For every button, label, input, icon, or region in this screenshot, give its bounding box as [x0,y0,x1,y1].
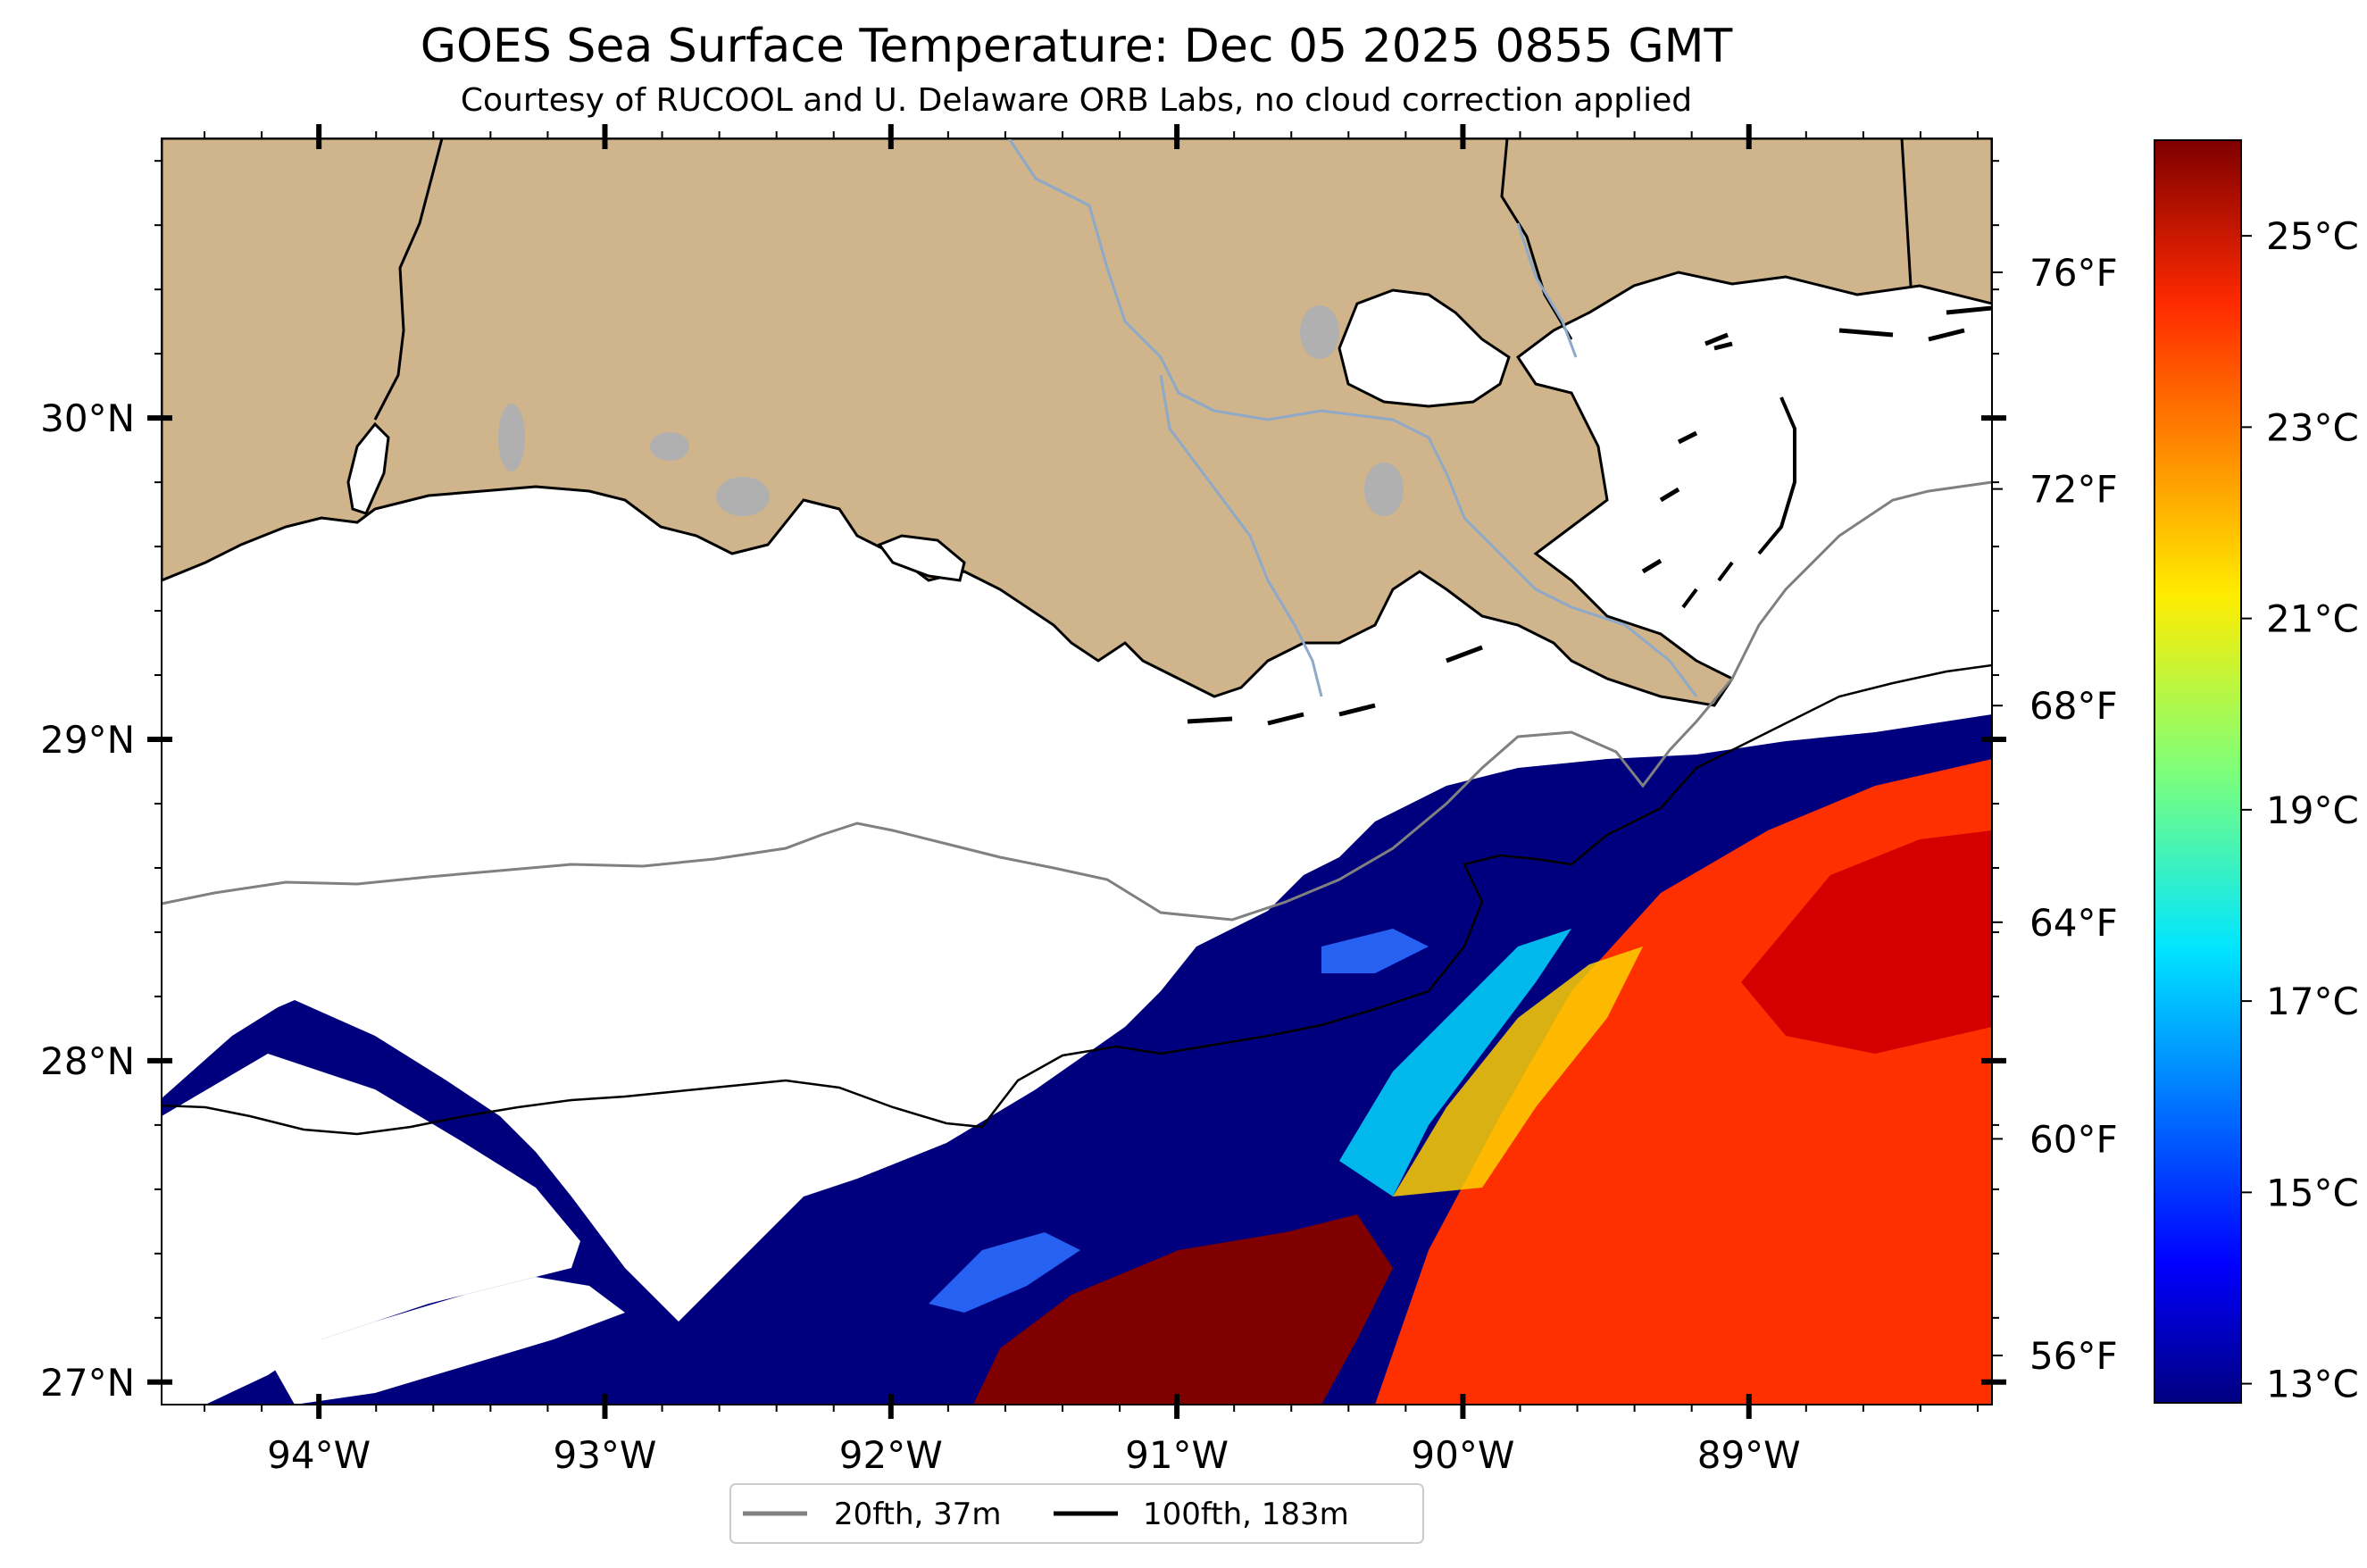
colorbar-tick-label: 25°C [2266,214,2359,258]
state-boundary [373,138,444,421]
map-title: GOES Sea Surface Temperature: Dec 05 202… [420,20,1733,73]
sst-blue-filament [1321,929,1429,973]
inland-lake [650,432,689,461]
lon-tick-label: 89°W [1697,1433,1801,1477]
state-boundary [1500,138,1573,340]
lon-tick-label: 92°W [839,1433,943,1477]
colorbar-tick-label: 17°C [2266,980,2359,1023]
lon-tick-label: 91°W [1125,1433,1229,1477]
lon-tick-label: 90°W [1411,1433,1514,1477]
temp-f-tick-label: 60°F [2029,1117,2118,1161]
latitude-axis: 27°N 28°N 29°N 30°N [40,160,2006,1405]
colorbar-tick-label: 15°C [2266,1171,2359,1214]
inland-lake [1300,305,1339,359]
temp-f-tick-label: 72°F [2029,468,2118,512]
temp-f-tick-label: 68°F [2029,684,2118,728]
colorbar: 13°C 15°C 17°C 19°C 21°C 23°C 25°C [2154,139,2359,1406]
temp-f-tick-label: 64°F [2029,901,2118,945]
temp-f-tick-label: 56°F [2029,1334,2118,1378]
colorbar-tick-label: 19°C [2266,788,2359,832]
colorbar-tick-label: 13°C [2266,1363,2359,1406]
sabine-lake [346,421,390,515]
map-subtitle: Courtesy of RUCOOL and U. Delaware ORB L… [460,82,1693,119]
cloud-mask-patch [162,714,1518,1188]
legend-label-100fth: 100fth, 183m [1143,1497,1349,1532]
inland-lake [716,477,770,516]
legend-label-20fth: 20fth, 37m [834,1497,1002,1532]
state-boundary [1900,138,1913,287]
lat-tick-label: 29°N [40,718,135,762]
colorbar-gradient [2154,139,2242,1404]
colorbar-tick-label: 23°C [2266,405,2359,449]
sst-front-cyan [1339,929,1571,1197]
legend: 20fth, 37m 100fth, 183m [729,1483,1424,1544]
sst-blue-filament [929,1232,1080,1313]
pearl-river [1516,222,1578,358]
map-frame [161,138,1993,1405]
inland-lake [1364,463,1404,516]
lat-tick-label: 28°N [40,1039,135,1083]
lat-tick-label: 27°N [40,1361,135,1405]
sst-dark-red-patch [973,1214,1393,1405]
longitude-axis: 94°W 93°W 92°W 91°W 90°W 89°W [204,124,1979,1477]
map-area [162,138,1992,1405]
temp-f-tick-label: 76°F [2029,251,2118,295]
lon-tick-label: 94°W [267,1433,371,1477]
contour-20fth-37m [162,480,1992,922]
sst-red-core [1741,830,1992,1054]
right-temperature-axis: 56°F 60°F 64°F 68°F 72°F 76°F [1992,251,2118,1378]
cloud-mask-patch [268,1277,625,1405]
inland-lake [498,404,525,471]
sst-front-yellow [1393,947,1643,1197]
land-louisiana [162,138,1992,707]
colorbar-ticks: 13°C 15°C 17°C 19°C 21°C 23°C 25°C [2241,214,2359,1406]
mississippi-river [1007,138,1698,697]
mississippi-sound-islands [1704,305,1992,346]
cloud-mask-patch [162,1054,580,1405]
lon-tick-label: 93°W [553,1433,656,1477]
chandeleur-islands [1681,396,1796,609]
vermilion-bay [877,534,966,582]
colorbar-tick-label: 21°C [2266,597,2359,641]
barrier-islands [1187,341,1733,726]
atchafalaya-river [1159,374,1323,697]
contour-100fth-183m [162,663,1992,1136]
lat-tick-label: 30°N [40,396,135,440]
lake-pontchartrain [1338,288,1511,408]
